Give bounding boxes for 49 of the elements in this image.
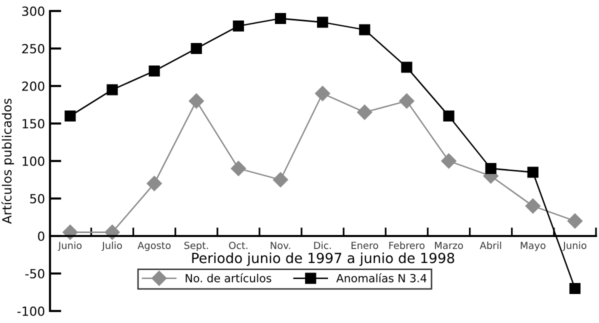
point — [399, 93, 414, 109]
y-tick-label: 250 — [22, 44, 44, 54]
point — [148, 65, 160, 77]
x-tick-label: Sept. — [184, 242, 208, 251]
y-tick-label: 0 — [38, 231, 44, 241]
x-tick-label: Agosto — [138, 242, 171, 251]
y-tick-label: 200 — [22, 81, 44, 91]
x-tick-label: Febrero — [389, 242, 425, 250]
point — [272, 172, 288, 188]
y-tick-label: -100 — [17, 306, 44, 316]
x-tick-label: Abril — [480, 242, 502, 250]
y-tick-label: 50 — [30, 194, 44, 204]
point — [106, 84, 118, 96]
point — [359, 24, 370, 36]
x-tick-label: Nov. — [270, 242, 290, 250]
point — [441, 153, 456, 169]
point — [146, 176, 162, 192]
y-tick-label: 300 — [22, 6, 44, 16]
point — [188, 93, 204, 109]
y-tick-label: 150 — [22, 118, 44, 128]
x-tick-label: Junio — [58, 242, 82, 251]
point — [315, 86, 330, 102]
point — [64, 110, 76, 122]
point — [357, 104, 372, 120]
point — [232, 20, 244, 32]
legend-label: No. de artículos — [186, 273, 272, 282]
point — [567, 213, 583, 229]
point — [485, 162, 496, 174]
legend-label: Anomalías N 3.4 — [336, 273, 426, 282]
x-tick-label: Oct. — [229, 242, 248, 250]
x-tick-label: Enero — [352, 242, 378, 250]
point — [401, 62, 412, 73]
y-tick-label: -50 — [25, 268, 44, 278]
x-tick-label: Julio — [102, 242, 122, 251]
point — [527, 166, 538, 178]
point — [274, 12, 286, 24]
x-tick-label: Marzo — [435, 242, 463, 250]
point — [190, 42, 202, 54]
x-tick-label: Junio — [562, 242, 586, 251]
y-tick-label: 100 — [22, 156, 44, 166]
point — [230, 160, 246, 176]
x-tick-label: Dic. — [314, 242, 331, 250]
point — [317, 16, 328, 28]
y-axis-title: Artículos publicados — [1, 98, 14, 224]
point — [569, 282, 581, 294]
point — [525, 198, 540, 214]
x-tick-label: Mayo — [520, 242, 546, 251]
x-axis-title: Periodo junio de 1997 a junio de 1998 — [192, 252, 454, 266]
point — [443, 110, 454, 122]
